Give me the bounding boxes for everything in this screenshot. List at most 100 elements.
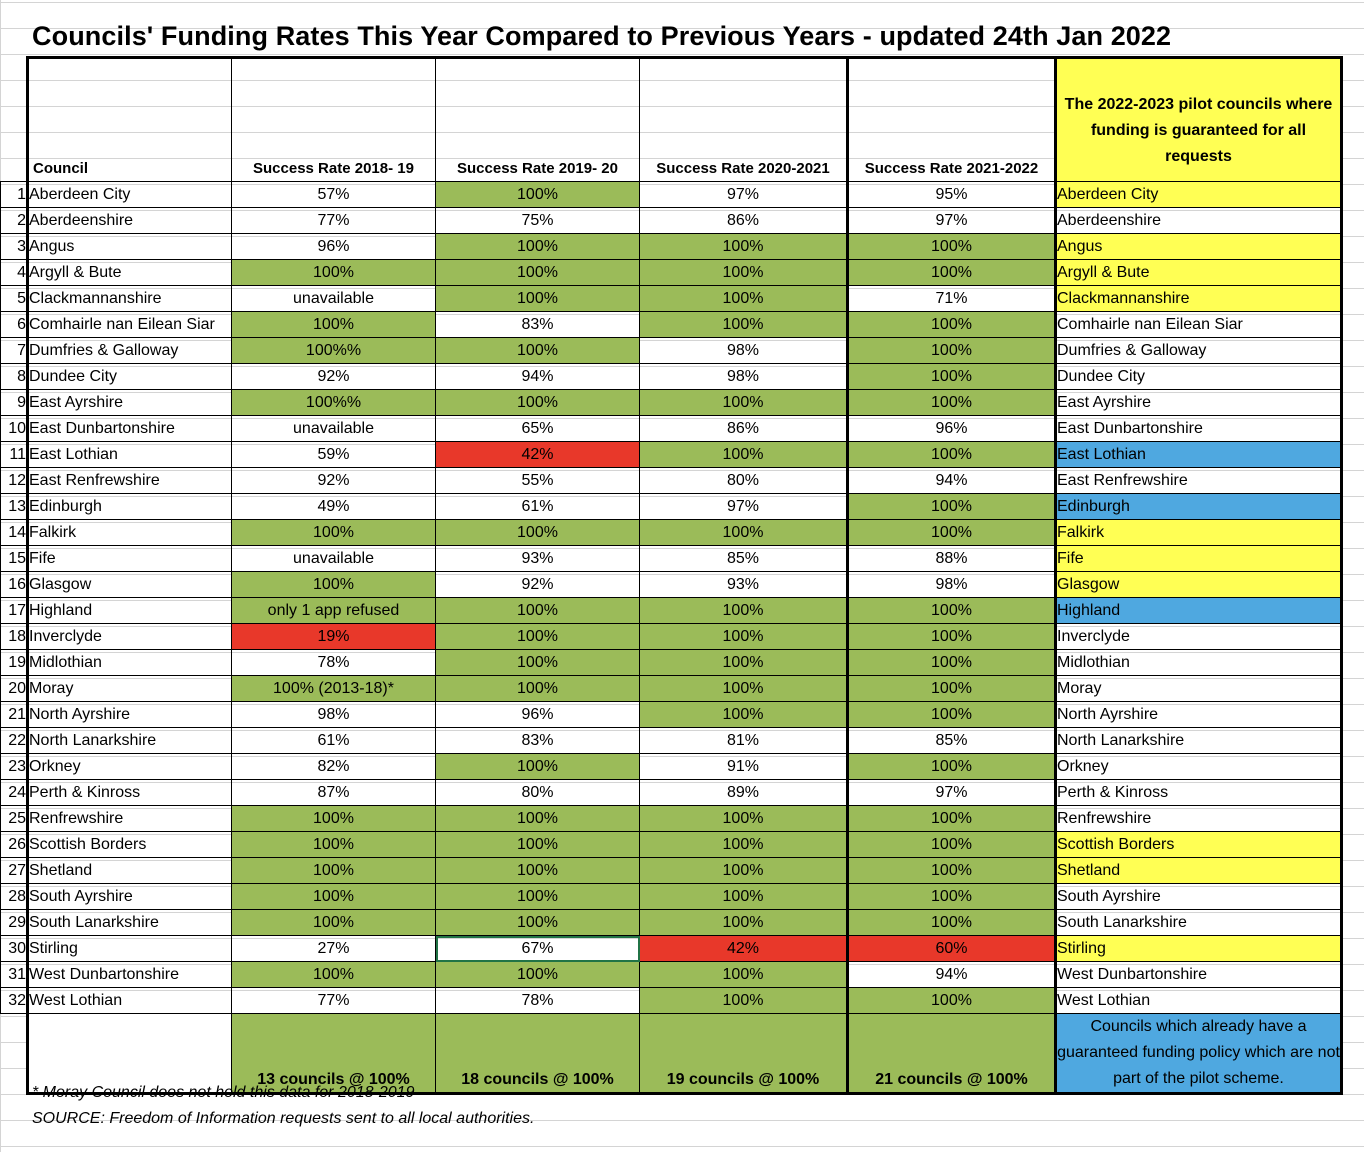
pilot-council-cell[interactable]: Orkney bbox=[1054, 753, 1343, 780]
pilot-council-cell[interactable]: Fife bbox=[1054, 545, 1343, 572]
success-rate-cell[interactable]: 100% bbox=[639, 831, 849, 858]
success-rate-cell[interactable]: 100% bbox=[435, 623, 640, 650]
success-rate-cell[interactable]: 100% bbox=[639, 857, 849, 884]
council-name-cell[interactable]: South Ayrshire bbox=[26, 883, 232, 910]
success-rate-cell[interactable]: 92% bbox=[231, 467, 436, 494]
success-rate-cell[interactable]: unavailable bbox=[231, 545, 436, 572]
success-rate-cell[interactable]: 100% bbox=[435, 909, 640, 936]
header-2021-22[interactable]: Success Rate 2021-2022 bbox=[847, 56, 1056, 182]
pilot-council-cell[interactable]: Aberdeen City bbox=[1054, 181, 1343, 208]
success-rate-cell[interactable]: 49% bbox=[231, 493, 436, 520]
success-rate-cell[interactable]: 100% bbox=[435, 597, 640, 624]
success-rate-cell[interactable]: 80% bbox=[639, 467, 849, 494]
pilot-council-cell[interactable]: Edinburgh bbox=[1054, 493, 1343, 520]
success-rate-cell[interactable]: 100% bbox=[231, 805, 436, 832]
summary-count-cell[interactable]: 18 councils @ 100% bbox=[435, 1013, 640, 1095]
success-rate-cell[interactable]: 100% bbox=[435, 883, 640, 910]
success-rate-cell[interactable]: 100% bbox=[639, 623, 849, 650]
success-rate-cell[interactable]: 100% bbox=[847, 701, 1056, 728]
council-name-cell[interactable]: West Dunbartonshire bbox=[26, 961, 232, 988]
summary-blank-cell[interactable] bbox=[26, 1013, 232, 1095]
success-rate-cell[interactable]: 75% bbox=[435, 207, 640, 234]
success-rate-cell[interactable]: 85% bbox=[847, 727, 1056, 754]
success-rate-cell[interactable]: 59% bbox=[231, 441, 436, 468]
pilot-council-cell[interactable]: South Lanarkshire bbox=[1054, 909, 1343, 936]
pilot-council-cell[interactable]: North Lanarkshire bbox=[1054, 727, 1343, 754]
success-rate-cell[interactable]: 100% bbox=[847, 909, 1056, 936]
pilot-council-cell[interactable]: South Ayrshire bbox=[1054, 883, 1343, 910]
council-name-cell[interactable]: Stirling bbox=[26, 935, 232, 962]
success-rate-cell[interactable]: 100% bbox=[231, 259, 436, 286]
council-name-cell[interactable]: South Lanarkshire bbox=[26, 909, 232, 936]
pilot-council-cell[interactable]: West Lothian bbox=[1054, 987, 1343, 1014]
success-rate-cell[interactable]: 100% bbox=[435, 233, 640, 260]
success-rate-cell[interactable]: unavailable bbox=[231, 285, 436, 312]
pilot-council-cell[interactable]: Comhairle nan Eilean Siar bbox=[1054, 311, 1343, 338]
success-rate-cell[interactable]: 93% bbox=[435, 545, 640, 572]
council-name-cell[interactable]: Comhairle nan Eilean Siar bbox=[26, 311, 232, 338]
header-2018-19[interactable]: Success Rate 2018- 19 bbox=[231, 56, 436, 182]
council-name-cell[interactable]: Inverclyde bbox=[26, 623, 232, 650]
pilot-council-cell[interactable]: Scottish Borders bbox=[1054, 831, 1343, 858]
success-rate-cell[interactable]: 60% bbox=[847, 935, 1056, 962]
success-rate-cell[interactable]: 91% bbox=[639, 753, 849, 780]
success-rate-cell[interactable]: 86% bbox=[639, 207, 849, 234]
success-rate-cell[interactable]: 100% bbox=[435, 753, 640, 780]
success-rate-cell[interactable]: 100% bbox=[639, 675, 849, 702]
success-rate-cell[interactable]: 100% bbox=[847, 883, 1056, 910]
success-rate-cell[interactable]: 42% bbox=[639, 935, 849, 962]
council-name-cell[interactable]: Angus bbox=[26, 233, 232, 260]
success-rate-cell[interactable]: 78% bbox=[231, 649, 436, 676]
success-rate-cell[interactable]: 100% bbox=[435, 181, 640, 208]
success-rate-cell[interactable]: 96% bbox=[847, 415, 1056, 442]
success-rate-cell[interactable]: 100% bbox=[639, 311, 849, 338]
council-name-cell[interactable]: Midlothian bbox=[26, 649, 232, 676]
success-rate-cell[interactable]: 100% bbox=[435, 337, 640, 364]
success-rate-cell[interactable]: 100% bbox=[231, 909, 436, 936]
pilot-council-cell[interactable]: Perth & Kinross bbox=[1054, 779, 1343, 806]
success-rate-cell[interactable]: 65% bbox=[435, 415, 640, 442]
success-rate-cell[interactable]: 100% bbox=[231, 961, 436, 988]
success-rate-cell[interactable]: 100% bbox=[639, 701, 849, 728]
success-rate-cell[interactable]: 80% bbox=[435, 779, 640, 806]
success-rate-cell[interactable]: 100% bbox=[847, 441, 1056, 468]
pilot-council-cell[interactable]: Highland bbox=[1054, 597, 1343, 624]
success-rate-cell[interactable]: 100% bbox=[639, 909, 849, 936]
success-rate-cell[interactable]: 100% bbox=[639, 961, 849, 988]
header-pilot-councils[interactable]: The 2022-2023 pilot councils where fundi… bbox=[1054, 56, 1343, 182]
success-rate-cell[interactable]: 100% bbox=[639, 805, 849, 832]
council-name-cell[interactable]: Glasgow bbox=[26, 571, 232, 598]
council-name-cell[interactable]: Edinburgh bbox=[26, 493, 232, 520]
success-rate-cell[interactable]: 100% bbox=[231, 831, 436, 858]
pilot-council-cell[interactable]: Inverclyde bbox=[1054, 623, 1343, 650]
pilot-council-cell[interactable]: East Dunbartonshire bbox=[1054, 415, 1343, 442]
council-name-cell[interactable]: Dundee City bbox=[26, 363, 232, 390]
success-rate-cell[interactable]: 100% bbox=[639, 285, 849, 312]
success-rate-cell[interactable]: 100%% bbox=[231, 389, 436, 416]
success-rate-cell[interactable]: 100% bbox=[639, 883, 849, 910]
council-name-cell[interactable]: Argyll & Bute bbox=[26, 259, 232, 286]
council-name-cell[interactable]: Aberdeen City bbox=[26, 181, 232, 208]
pilot-council-cell[interactable]: Falkirk bbox=[1054, 519, 1343, 546]
header-2019-20[interactable]: Success Rate 2019- 20 bbox=[435, 56, 640, 182]
summary-count-cell[interactable]: 19 councils @ 100% bbox=[639, 1013, 849, 1095]
success-rate-cell[interactable]: 100% bbox=[435, 519, 640, 546]
success-rate-cell[interactable]: 100% (2013-18)* bbox=[231, 675, 436, 702]
success-rate-cell[interactable]: 89% bbox=[639, 779, 849, 806]
success-rate-cell[interactable]: 95% bbox=[847, 181, 1056, 208]
success-rate-cell[interactable]: 100% bbox=[847, 675, 1056, 702]
pilot-council-cell[interactable]: Shetland bbox=[1054, 857, 1343, 884]
success-rate-cell[interactable]: 94% bbox=[847, 961, 1056, 988]
success-rate-cell[interactable]: 100% bbox=[435, 259, 640, 286]
success-rate-cell[interactable]: 83% bbox=[435, 727, 640, 754]
success-rate-cell[interactable]: 96% bbox=[231, 233, 436, 260]
success-rate-cell[interactable]: 67% bbox=[435, 935, 640, 962]
council-name-cell[interactable]: East Renfrewshire bbox=[26, 467, 232, 494]
success-rate-cell[interactable]: 97% bbox=[639, 181, 849, 208]
success-rate-cell[interactable]: 100% bbox=[435, 961, 640, 988]
pilot-council-cell[interactable]: Glasgow bbox=[1054, 571, 1343, 598]
success-rate-cell[interactable]: 100% bbox=[231, 519, 436, 546]
council-name-cell[interactable]: North Ayrshire bbox=[26, 701, 232, 728]
success-rate-cell[interactable]: 92% bbox=[231, 363, 436, 390]
success-rate-cell[interactable]: 100% bbox=[847, 259, 1056, 286]
